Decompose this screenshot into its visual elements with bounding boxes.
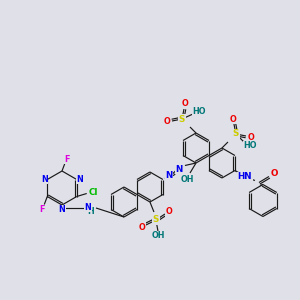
Text: HO: HO xyxy=(243,142,257,151)
Text: O: O xyxy=(164,118,170,127)
Text: N: N xyxy=(41,175,48,184)
Text: O: O xyxy=(248,133,254,142)
Text: O: O xyxy=(230,115,236,124)
Text: O: O xyxy=(270,169,278,178)
Text: HO: HO xyxy=(192,107,206,116)
Text: N: N xyxy=(58,206,65,214)
Text: N: N xyxy=(85,202,92,211)
Text: Cl: Cl xyxy=(89,188,98,197)
Text: S: S xyxy=(179,115,185,124)
Text: H: H xyxy=(88,208,94,217)
Text: S: S xyxy=(233,130,239,139)
Text: N: N xyxy=(76,175,83,184)
Text: N: N xyxy=(165,171,172,180)
Text: S: S xyxy=(153,215,159,224)
Text: O: O xyxy=(182,100,188,109)
Text: HN: HN xyxy=(238,172,252,181)
Text: F: F xyxy=(64,154,70,164)
Text: F: F xyxy=(40,205,45,214)
Text: OH: OH xyxy=(151,232,165,241)
Text: OH: OH xyxy=(180,175,194,184)
Text: N: N xyxy=(175,165,183,174)
Text: O: O xyxy=(166,208,172,217)
Text: O: O xyxy=(139,223,145,232)
